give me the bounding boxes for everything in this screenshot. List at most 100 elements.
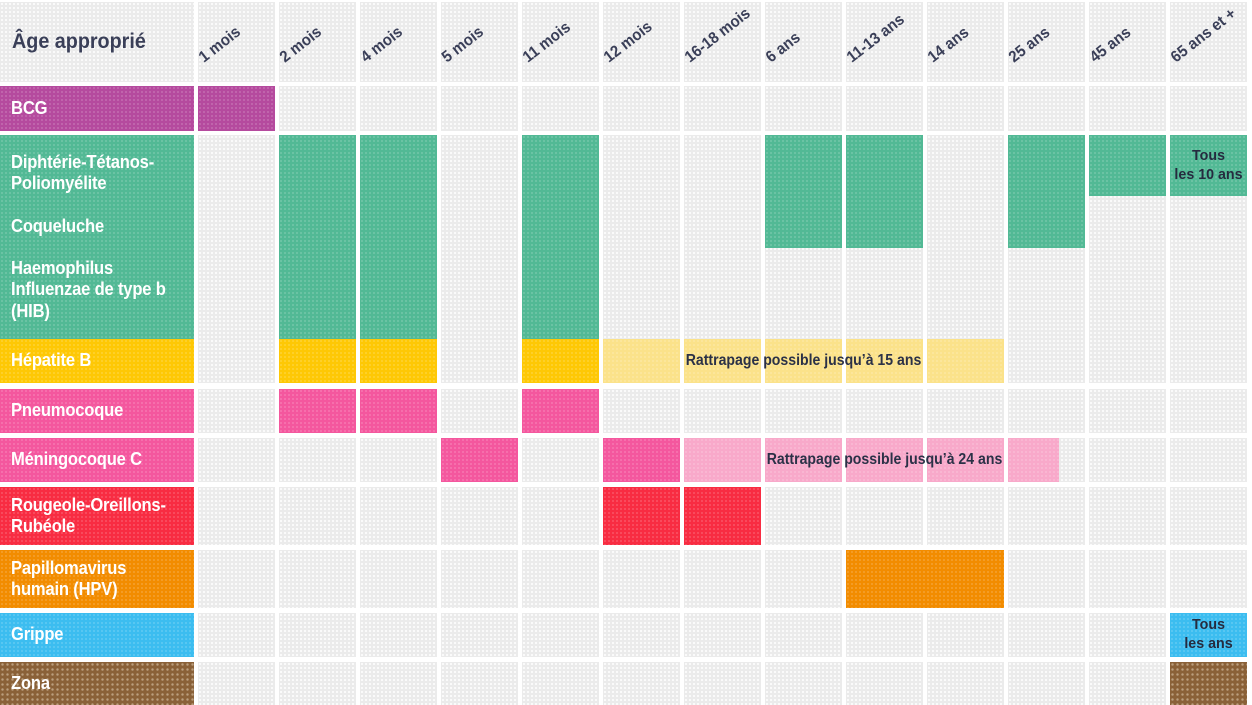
- row-label-pneumocoque: Pneumocoque: [0, 389, 194, 433]
- row-label-zona: Zona: [0, 662, 194, 705]
- empty-cell: [927, 135, 1004, 339]
- empty-cell: [684, 389, 761, 433]
- empty-cell: [522, 487, 599, 545]
- empty-cell: [846, 86, 923, 131]
- column-header-label: 6 ans: [762, 29, 804, 67]
- empty-cell: [198, 389, 275, 433]
- empty-cell: [441, 550, 518, 608]
- dose-cell-dtp-col8: [846, 135, 923, 248]
- empty-cell: [1008, 339, 1085, 383]
- empty-cell: [1089, 487, 1166, 545]
- row-label-text-hepatite-b: Hépatite B: [11, 350, 92, 371]
- empty-cell: [198, 487, 275, 545]
- empty-cell: [765, 389, 842, 433]
- empty-cell: [846, 487, 923, 545]
- empty-cell: [1008, 487, 1085, 545]
- dose-cell-rougeole-oreillons-rubeole-col5: [603, 487, 680, 545]
- empty-cell: [522, 550, 599, 608]
- row-label-hepatite-b: Hépatite B: [0, 339, 194, 383]
- dose-cell-dtp-col11: [1089, 135, 1166, 196]
- dose-cell-meningocoque-c-col3: [441, 438, 518, 482]
- dose-cell-meningocoque-c-col8: [846, 438, 923, 482]
- dose-cell-meningocoque-c-col10: [1008, 438, 1059, 482]
- row-label-text-dtp: Diphtérie-Tétanos- Poliomyélite Coqueluc…: [11, 152, 166, 321]
- column-header-45-ans: 45 ans: [1086, 2, 1166, 82]
- empty-cell: [684, 613, 761, 657]
- row-label-text-meningocoque-c: Méningocoque C: [11, 449, 142, 470]
- dose-cell-zona-col12: [1170, 662, 1247, 705]
- row-label-text-grippe: Grippe: [11, 624, 64, 645]
- empty-cell: [765, 613, 842, 657]
- column-header-label: 4 mois: [357, 23, 406, 67]
- empty-cell: [1170, 438, 1247, 482]
- empty-cell: [603, 135, 680, 339]
- empty-cell: [360, 438, 437, 482]
- dose-cell-dtp-col4: [522, 135, 599, 339]
- empty-cell: [684, 550, 761, 608]
- empty-cell: [603, 86, 680, 131]
- column-header-11-13-ans: 11-13 ans: [844, 2, 923, 82]
- dose-cell-note: Tous les 10 ans: [1174, 146, 1243, 183]
- row-annotation-meningocoque-c: Rattrapage possible jusqu’à 24 ans: [766, 451, 1003, 468]
- dose-cell-dtp-col1: [279, 135, 356, 339]
- empty-cell: [279, 438, 356, 482]
- empty-cell: [198, 662, 275, 705]
- dose-cell-bcg-col0: [198, 86, 275, 131]
- empty-cell: [765, 662, 842, 705]
- dose-cell-meningocoque-c-col9: [927, 438, 1004, 482]
- empty-cell: [603, 550, 680, 608]
- empty-cell: [684, 86, 761, 131]
- empty-cell: [927, 86, 1004, 131]
- empty-cell: [279, 613, 356, 657]
- empty-cell: [1170, 339, 1247, 383]
- column-header-1-mois: 1 mois: [196, 2, 275, 82]
- empty-cell: [279, 550, 356, 608]
- row-annotation-hepatite-b: Rattrapage possible jusqu’à 15 ans: [685, 352, 922, 369]
- empty-cell: [441, 339, 518, 383]
- empty-cell: [1089, 86, 1166, 131]
- empty-cell: [441, 487, 518, 545]
- empty-cell: [603, 389, 680, 433]
- empty-cell: [279, 487, 356, 545]
- empty-cell: [522, 662, 599, 705]
- empty-cell: [198, 438, 275, 482]
- column-header-5-mois: 5 mois: [439, 2, 518, 82]
- empty-cell: [927, 389, 1004, 433]
- row-label-text-pneumocoque: Pneumocoque: [11, 400, 124, 421]
- empty-cell: [360, 613, 437, 657]
- column-header-16-18-mois: 16-18 mois: [681, 2, 761, 82]
- dose-cell-hepatite-b-col6: [684, 339, 761, 383]
- dose-cell-dtp-col10: [1008, 135, 1085, 248]
- dose-cell-hepatite-b-col2: [360, 339, 437, 383]
- dose-cell-dtp-col7: [765, 135, 842, 248]
- empty-cell: [765, 86, 842, 131]
- column-header-label: 45 ans: [1086, 23, 1135, 67]
- empty-cell: [198, 135, 275, 339]
- column-header-label: 25 ans: [1005, 23, 1054, 67]
- empty-cell: [1008, 86, 1085, 131]
- dose-cell-grippe-col12: Tous les ans: [1170, 613, 1247, 657]
- column-header-label: 12 mois: [600, 18, 656, 67]
- column-header-65-ans-et: 65 ans et +: [1167, 2, 1247, 82]
- empty-cell: [522, 438, 599, 482]
- empty-cell: [522, 86, 599, 131]
- empty-cell: [279, 662, 356, 705]
- column-header-label: 16-18 mois: [681, 4, 754, 67]
- empty-cell: [927, 613, 1004, 657]
- row-label-grippe: Grippe: [0, 613, 194, 657]
- empty-cell: [603, 662, 680, 705]
- dose-cell-rougeole-oreillons-rubeole-col6: [684, 487, 761, 545]
- dose-cell-hepatite-b-col9: [927, 339, 1004, 383]
- empty-cell: [198, 339, 275, 383]
- row-label-text-zona: Zona: [11, 672, 50, 693]
- empty-cell: [360, 487, 437, 545]
- dose-cell-note: Tous les ans: [1184, 616, 1233, 652]
- column-header-label: 65 ans et +: [1167, 5, 1240, 67]
- dose-cell-hepatite-b-col4: [522, 339, 599, 383]
- dose-cell-pneumocoque-col4: [522, 389, 599, 433]
- empty-cell: [1089, 438, 1166, 482]
- empty-cell: [765, 550, 842, 608]
- dose-cell-hepatite-b-col5: [603, 339, 680, 383]
- empty-cell: [1089, 613, 1166, 657]
- empty-cell: [927, 662, 1004, 705]
